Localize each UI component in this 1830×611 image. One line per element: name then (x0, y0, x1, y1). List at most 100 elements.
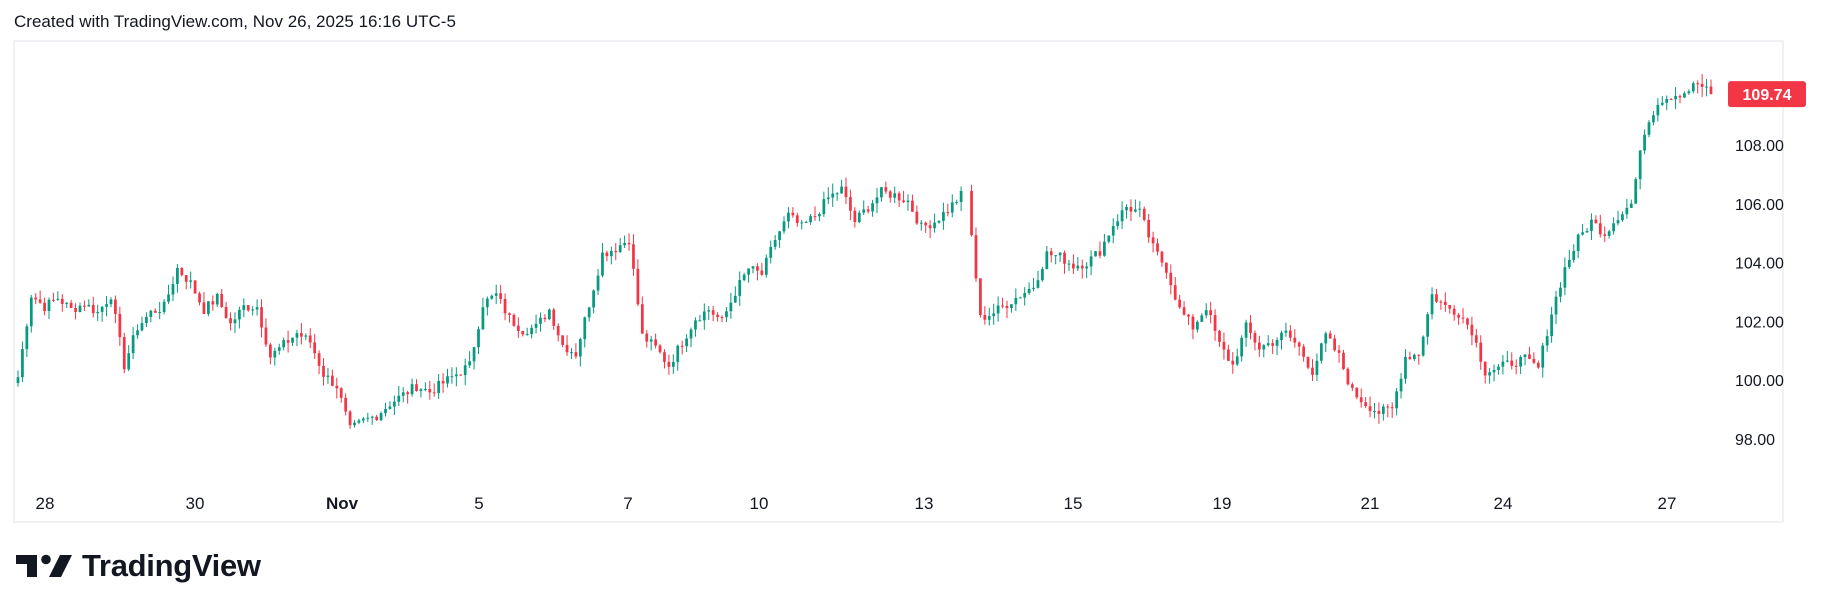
candle-body (1111, 226, 1115, 236)
candle-body (366, 417, 370, 419)
candle-body (902, 200, 905, 203)
candle-body (300, 333, 303, 337)
candle-body (906, 200, 910, 203)
candle-body (760, 270, 764, 275)
candle-body (933, 222, 936, 229)
candle-body (609, 250, 613, 257)
candle-body (1541, 345, 1545, 368)
candle-body (1129, 206, 1133, 212)
candle-body (924, 222, 928, 226)
candle-body (96, 311, 100, 314)
candle-body (1297, 342, 1301, 347)
candle-body (979, 278, 982, 316)
candle-body (880, 187, 883, 198)
candle-body (211, 301, 215, 305)
candle-body (1346, 368, 1350, 385)
candle-body (795, 215, 799, 224)
candle-body (348, 411, 352, 426)
candle-body (778, 231, 781, 241)
time-tick-label: 5 (474, 494, 483, 513)
candle-body (844, 186, 848, 198)
candle-body (694, 320, 697, 330)
candle-body (446, 376, 449, 384)
candle-body (1417, 354, 1421, 356)
candle-body (375, 416, 379, 421)
candle-body (1027, 288, 1031, 293)
candle-body (1058, 252, 1062, 256)
candle-body (1288, 330, 1292, 338)
candle-body (269, 344, 272, 358)
candle-body (1404, 356, 1407, 379)
candle-body (1545, 336, 1549, 346)
tradingview-brand: TradingView (16, 548, 261, 584)
time-tick-label: 28 (36, 494, 55, 513)
candle-body (158, 312, 162, 314)
candle-body (614, 250, 618, 252)
candle-body (189, 280, 193, 282)
candle-body (570, 352, 573, 354)
candle-body (1306, 356, 1310, 368)
candle-body (1700, 83, 1704, 87)
candle-body (1523, 354, 1527, 357)
candle-body (1178, 299, 1182, 308)
candle-body (379, 413, 383, 421)
candle-body (1311, 367, 1314, 375)
candle-body (145, 316, 148, 324)
candle-body (454, 374, 458, 377)
candle-body (1435, 294, 1438, 302)
candle-body (884, 187, 888, 192)
candle-body (871, 203, 874, 212)
candle-body (136, 330, 139, 336)
candle-body (1656, 104, 1660, 116)
candle-body (1621, 214, 1624, 221)
candle-body (987, 316, 991, 320)
candle-body (1138, 208, 1142, 210)
candle-body (671, 361, 675, 367)
candle-body (578, 339, 582, 357)
candle-body (937, 220, 941, 223)
candle-body (1240, 337, 1244, 357)
chart-frame (13, 40, 1784, 523)
candle-body (1315, 360, 1319, 375)
candle-body (1098, 251, 1102, 256)
candle-body (747, 268, 750, 275)
candle-body (503, 298, 507, 314)
candle-body (29, 297, 33, 327)
candle-body (1342, 352, 1345, 369)
candle-body (1142, 208, 1146, 220)
candle-body (853, 210, 857, 223)
candle-body (857, 212, 861, 223)
candle-body (1461, 317, 1465, 319)
candle-body (1041, 269, 1044, 281)
candle-body (729, 302, 733, 312)
candle-body (1045, 251, 1049, 270)
candle-body (428, 388, 432, 393)
candle-body (1439, 301, 1443, 303)
candle-body (955, 201, 959, 203)
candle-body (720, 317, 724, 319)
last-price-marker: 109.74 (1728, 81, 1806, 108)
candle-body (1629, 203, 1633, 208)
candle-body (636, 268, 640, 305)
candle-body (592, 290, 595, 308)
candle-body (1014, 298, 1018, 305)
candle-body (831, 193, 835, 198)
price-tick-label: 104.00 (1735, 256, 1784, 273)
candle-body (1191, 316, 1195, 330)
time-tick-label: 15 (1064, 494, 1083, 513)
candle-body (1275, 340, 1279, 346)
candle-body (725, 311, 728, 318)
candle-body (180, 268, 184, 276)
candle-body (1328, 333, 1332, 339)
candle-body (1625, 207, 1629, 215)
candle-body (176, 268, 179, 284)
candle-body (1590, 219, 1593, 232)
candle-body (1421, 336, 1425, 356)
candle-body (1076, 265, 1080, 269)
candle-body (370, 416, 374, 418)
candle-body (83, 305, 86, 307)
tradingview-logo-icon (16, 554, 72, 577)
candle-body (397, 395, 401, 402)
candle-body (118, 313, 122, 338)
